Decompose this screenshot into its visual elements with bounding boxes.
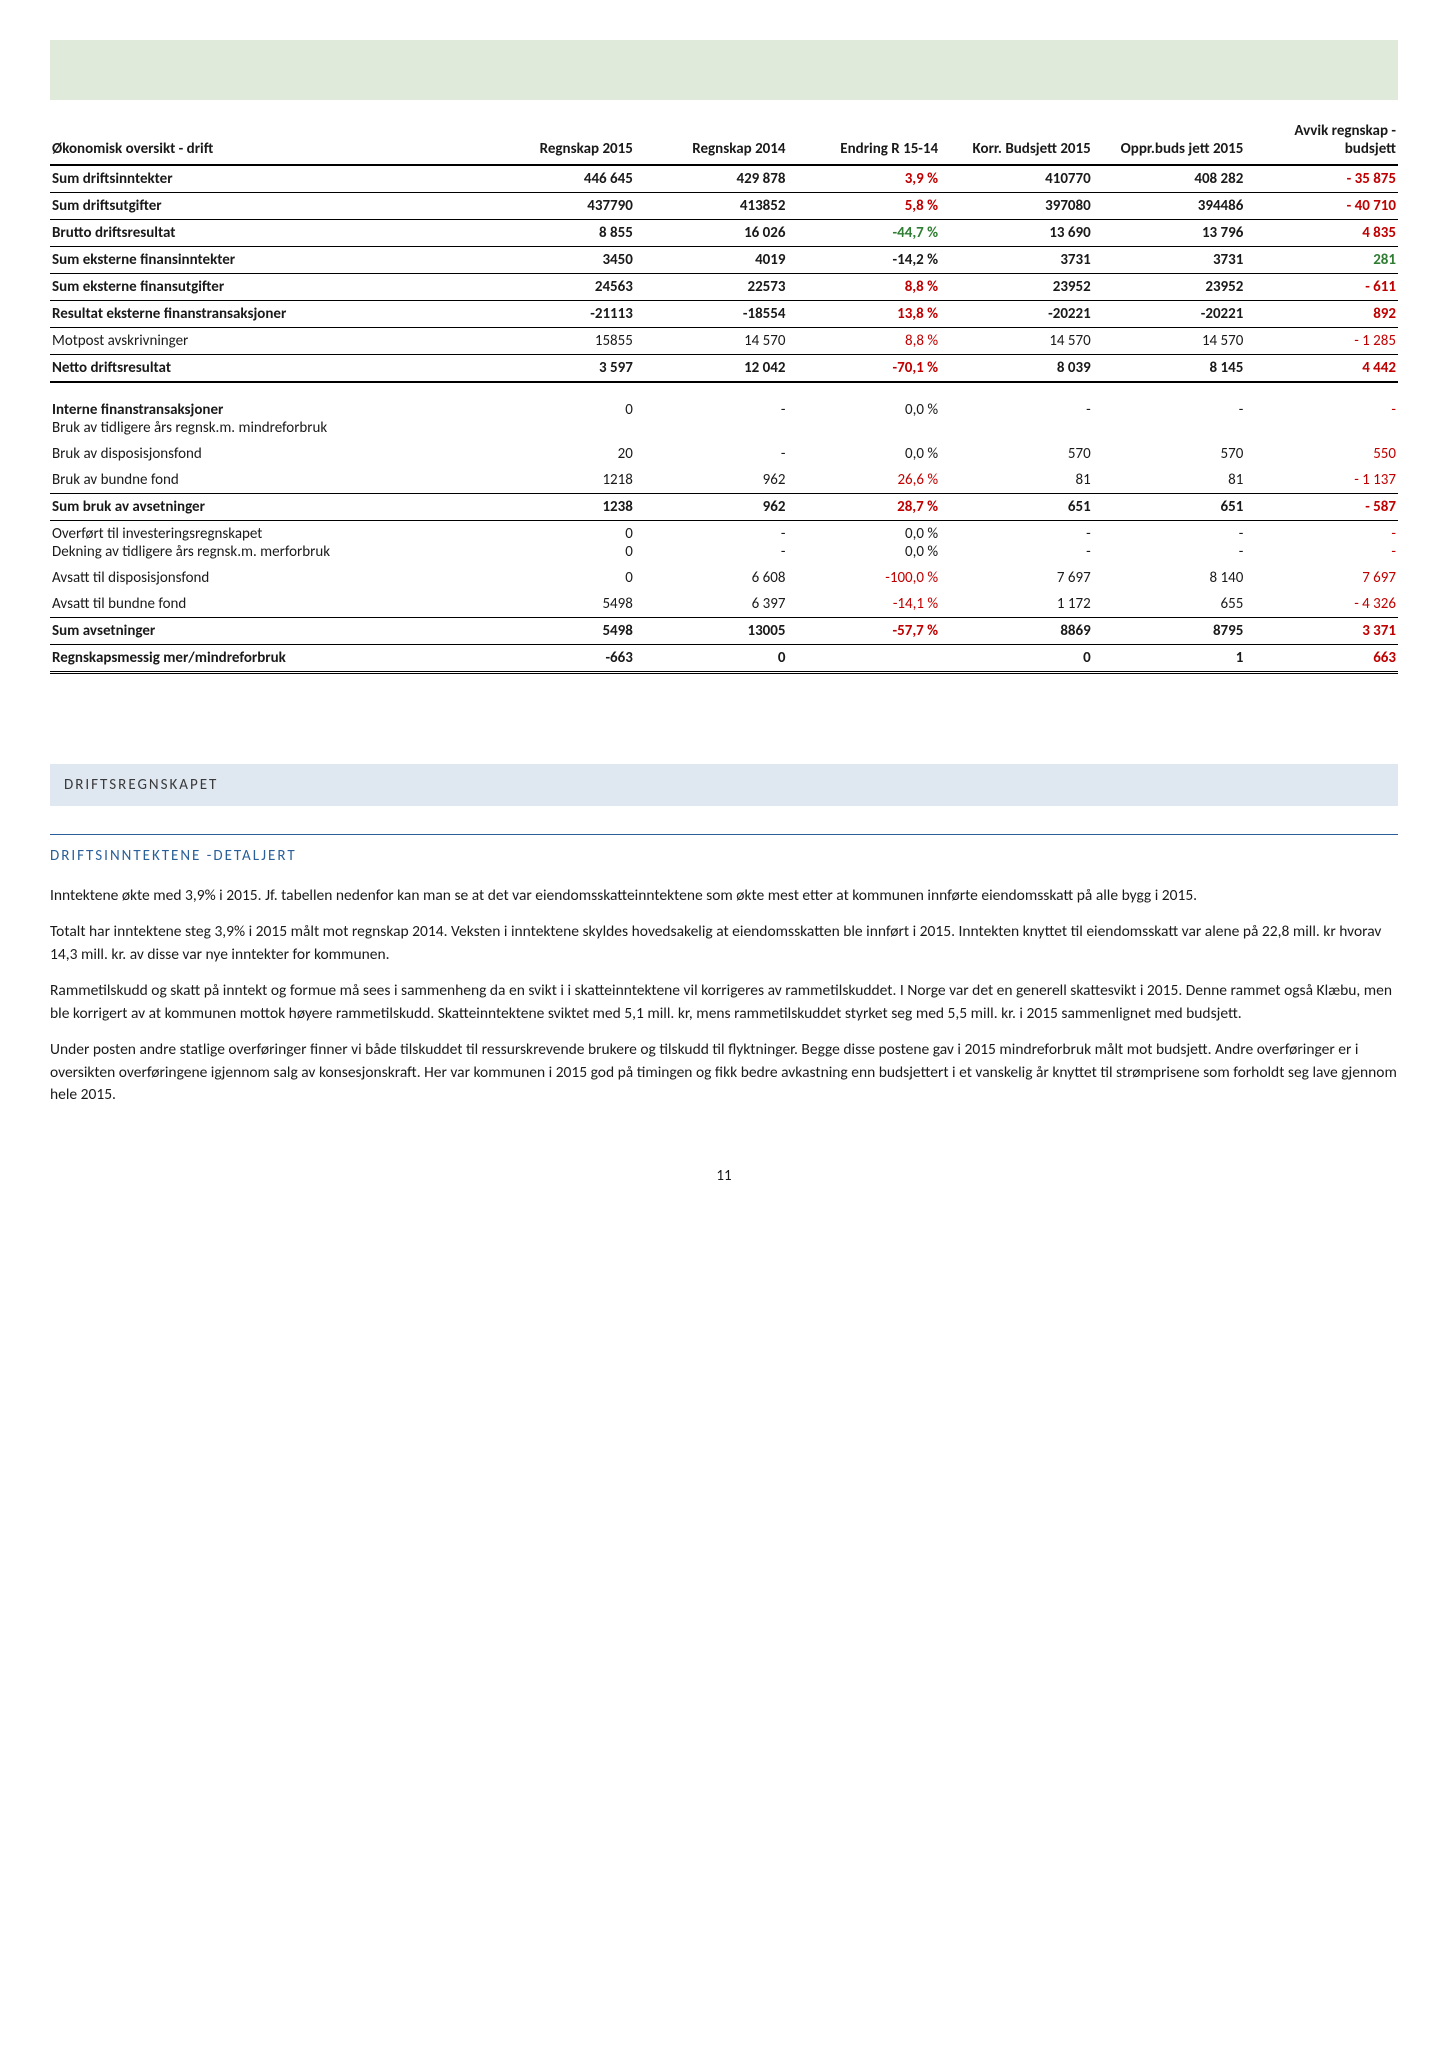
col-avvik: Avvik regnskap - budsjett bbox=[1245, 118, 1398, 165]
table-row: Bruk av disposisjonsfond20-0,0 %57057055… bbox=[50, 441, 1398, 467]
table-row: Regnskapsmessig mer/mindreforbruk-663001… bbox=[50, 645, 1398, 673]
body-paragraph: Inntektene økte med 3,9% i 2015. Jf. tab… bbox=[50, 885, 1398, 907]
col-chg: Endring R 15-14 bbox=[787, 118, 940, 165]
col-oppr: Oppr.buds jett 2015 bbox=[1093, 118, 1246, 165]
table-row: Interne finanstransaksjonerBruk av tidli… bbox=[50, 397, 1398, 441]
table-row: Avsatt til bundne fond54986 397-14,1 %1 … bbox=[50, 591, 1398, 618]
table-row: Sum avsetninger549813005-57,7 %886987953… bbox=[50, 618, 1398, 645]
body-paragraph: Totalt har inntektene steg 3,9% i 2015 m… bbox=[50, 921, 1398, 966]
body-paragraph: Under posten andre statlige overføringer… bbox=[50, 1039, 1398, 1106]
table-row: Avsatt til disposisjonsfond06 608-100,0 … bbox=[50, 565, 1398, 591]
page-number: 11 bbox=[50, 1167, 1398, 1185]
table-row: Overført til investeringsregnskapetDekni… bbox=[50, 521, 1398, 566]
table-row: Sum eksterne finansutgifter24563225738,8… bbox=[50, 274, 1398, 301]
col-r2014: Regnskap 2014 bbox=[635, 118, 788, 165]
table-row: Sum bruk av avsetninger123896228,7 %6516… bbox=[50, 494, 1398, 521]
col-label: Økonomisk oversikt - drift bbox=[50, 118, 482, 165]
section-heading: DRIFTSREGNSKAPET bbox=[50, 764, 1398, 806]
financial-table: Økonomisk oversikt - drift Regnskap 2015… bbox=[50, 118, 1398, 674]
col-r2015: Regnskap 2015 bbox=[482, 118, 635, 165]
table-header-row: Økonomisk oversikt - drift Regnskap 2015… bbox=[50, 118, 1398, 165]
header-band bbox=[50, 40, 1398, 100]
table-row: Sum driftsutgifter4377904138525,8 %39708… bbox=[50, 193, 1398, 220]
body-paragraph: Rammetilskudd og skatt på inntekt og for… bbox=[50, 980, 1398, 1025]
table-row: Brutto driftsresultat8 85516 026-44,7 %1… bbox=[50, 220, 1398, 247]
table-row: Resultat eksterne finanstransaksjoner-21… bbox=[50, 301, 1398, 328]
table-row: Bruk av bundne fond121896226,6 %8181- 1 … bbox=[50, 467, 1398, 494]
table-row: Netto driftsresultat3 59712 042-70,1 %8 … bbox=[50, 355, 1398, 383]
table-row: Sum eksterne finansinntekter34504019-14,… bbox=[50, 247, 1398, 274]
table-row: Sum driftsinntekter446 645429 8783,9 %41… bbox=[50, 165, 1398, 193]
sub-heading: DRIFTSINNTEKTENE -DETALJERT bbox=[50, 834, 1398, 871]
table-row: Motpost avskrivninger1585514 5708,8 %14 … bbox=[50, 328, 1398, 355]
col-korr: Korr. Budsjett 2015 bbox=[940, 118, 1093, 165]
